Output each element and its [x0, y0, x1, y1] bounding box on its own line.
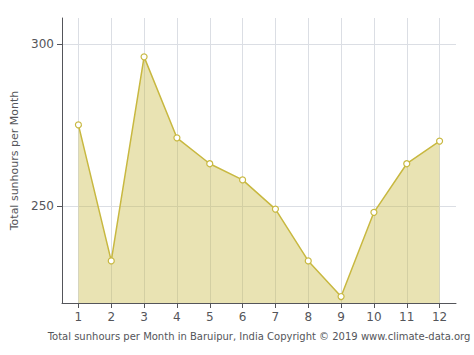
svg-text:12: 12	[432, 310, 447, 324]
svg-text:250: 250	[31, 199, 54, 213]
svg-text:3: 3	[140, 310, 148, 324]
svg-text:300: 300	[31, 37, 54, 51]
svg-text:7: 7	[272, 310, 280, 324]
svg-text:9: 9	[337, 310, 345, 324]
svg-text:10: 10	[366, 310, 381, 324]
svg-text:Total sunhours per Month in Ba: Total sunhours per Month in Baruipur, In…	[47, 331, 471, 342]
svg-text:8: 8	[304, 310, 312, 324]
svg-text:6: 6	[239, 310, 247, 324]
svg-text:5: 5	[206, 310, 214, 324]
svg-text:2: 2	[107, 310, 115, 324]
svg-text:Total sunhours per Month: Total sunhours per Month	[8, 91, 21, 232]
svg-text:1: 1	[75, 310, 83, 324]
svg-text:4: 4	[173, 310, 181, 324]
svg-text:11: 11	[399, 310, 414, 324]
